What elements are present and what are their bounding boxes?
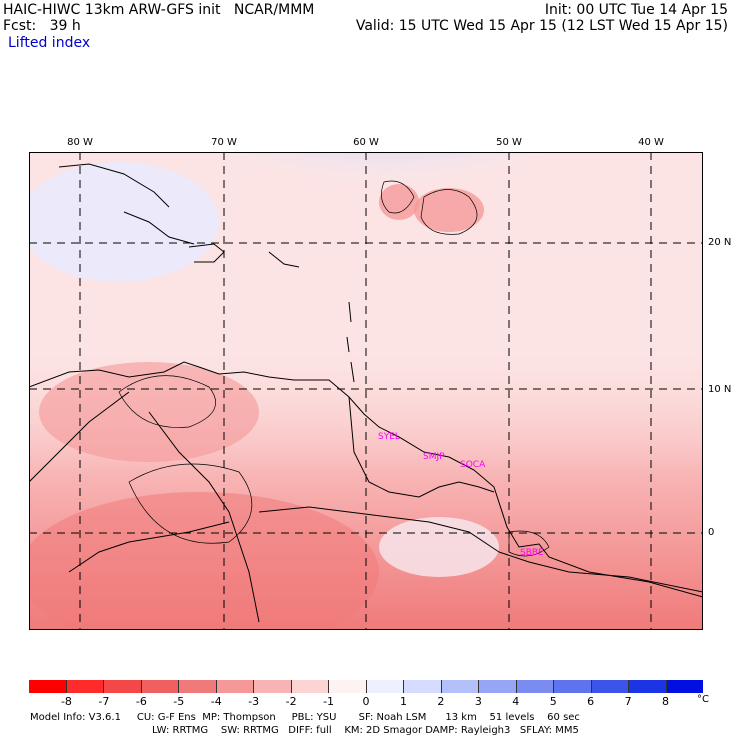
color-bar-swatch: [179, 680, 217, 693]
color-bar-label: -2: [285, 695, 297, 708]
model-info-line1: Model Info: V3.6.1 CU: G-F Ens MP: Thomp…: [30, 712, 580, 723]
color-bar: [29, 680, 703, 693]
valid-time: Valid: 15 UTC Wed 15 Apr 15 (12 LST Wed …: [355, 18, 728, 34]
color-bar-swatch: [404, 680, 442, 693]
lon-label-70w: 70 W: [211, 137, 237, 148]
color-bar-swatch: [329, 680, 367, 693]
color-bar-swatch: [66, 680, 104, 693]
color-bar-swatch: [554, 680, 592, 693]
init-time: Init: 00 UTC Tue 14 Apr 15: [544, 2, 728, 18]
color-bar-label: -4: [210, 695, 222, 708]
station-sbbe: SBBE: [520, 548, 544, 558]
station-syel: SYEL: [378, 432, 400, 442]
color-bar-swatch: [216, 680, 254, 693]
color-bar-label: 6: [587, 695, 595, 708]
color-bar-label: -6: [135, 695, 147, 708]
color-bar-label: -1: [323, 695, 335, 708]
color-bar-swatch: [479, 680, 517, 693]
forecast-hour: Fcst: 39 h: [3, 18, 81, 34]
lat-label-0: 0: [708, 527, 715, 538]
stable-region-northwest: [29, 162, 219, 282]
color-bar-label: 7: [624, 695, 632, 708]
color-bar-label: 8: [662, 695, 670, 708]
color-bar-label: 0: [362, 695, 370, 708]
color-bar-label: 1: [399, 695, 407, 708]
color-bar-label: -7: [98, 695, 110, 708]
color-bar-swatch: [666, 680, 703, 693]
coastlines: [29, 163, 703, 623]
model-info-line2: LW: RRTMG SW: RRTMG DIFF: full KM: 2D Sm…: [152, 725, 579, 736]
stable-region-north: [99, 152, 619, 312]
color-bar-label: -5: [173, 695, 185, 708]
lifted-index-map: [29, 152, 703, 630]
lat-label-10n: 10 N: [708, 384, 732, 395]
lon-label-50w: 50 W: [496, 137, 522, 148]
unstable-patch-atlantic: [414, 188, 484, 232]
color-bar-swatch: [516, 680, 554, 693]
color-bar-swatch: [441, 680, 479, 693]
color-bar-label: 3: [474, 695, 482, 708]
field-name: Lifted index: [8, 35, 91, 51]
color-bar-swatch: [629, 680, 667, 693]
map-frame: [29, 152, 703, 630]
color-bar-label: 4: [512, 695, 520, 708]
lat-label-20n: 20 N: [708, 237, 732, 248]
color-bar-unit: °C: [697, 694, 709, 705]
contours: [118, 180, 550, 557]
header-title: HAIC-HIWC 13km ARW-GFS init NCAR/MMM: [3, 2, 315, 18]
unstable-region-southwest: [29, 492, 379, 630]
color-bar-swatch: [254, 680, 292, 693]
color-bar-swatch: [291, 680, 329, 693]
station-smjp: SMJP: [423, 452, 445, 462]
lat-lon-grid: [29, 152, 703, 630]
color-bar-label: -8: [60, 695, 72, 708]
unstable-patch-atlantic-2: [379, 184, 419, 220]
color-bar-swatch: [29, 680, 67, 693]
color-bar-swatch: [591, 680, 629, 693]
station-soca: SOCA: [460, 460, 486, 470]
color-bar-swatch: [366, 680, 404, 693]
lon-label-60w: 60 W: [353, 137, 379, 148]
color-bar-label: -3: [248, 695, 260, 708]
lon-label-80w: 80 W: [67, 137, 93, 148]
color-bar-label: 2: [437, 695, 445, 708]
stable-patch-guiana: [379, 517, 499, 577]
color-bar-swatch: [104, 680, 142, 693]
color-bar-label: 5: [549, 695, 557, 708]
color-bar-swatch: [141, 680, 179, 693]
lon-label-40w: 40 W: [638, 137, 664, 148]
